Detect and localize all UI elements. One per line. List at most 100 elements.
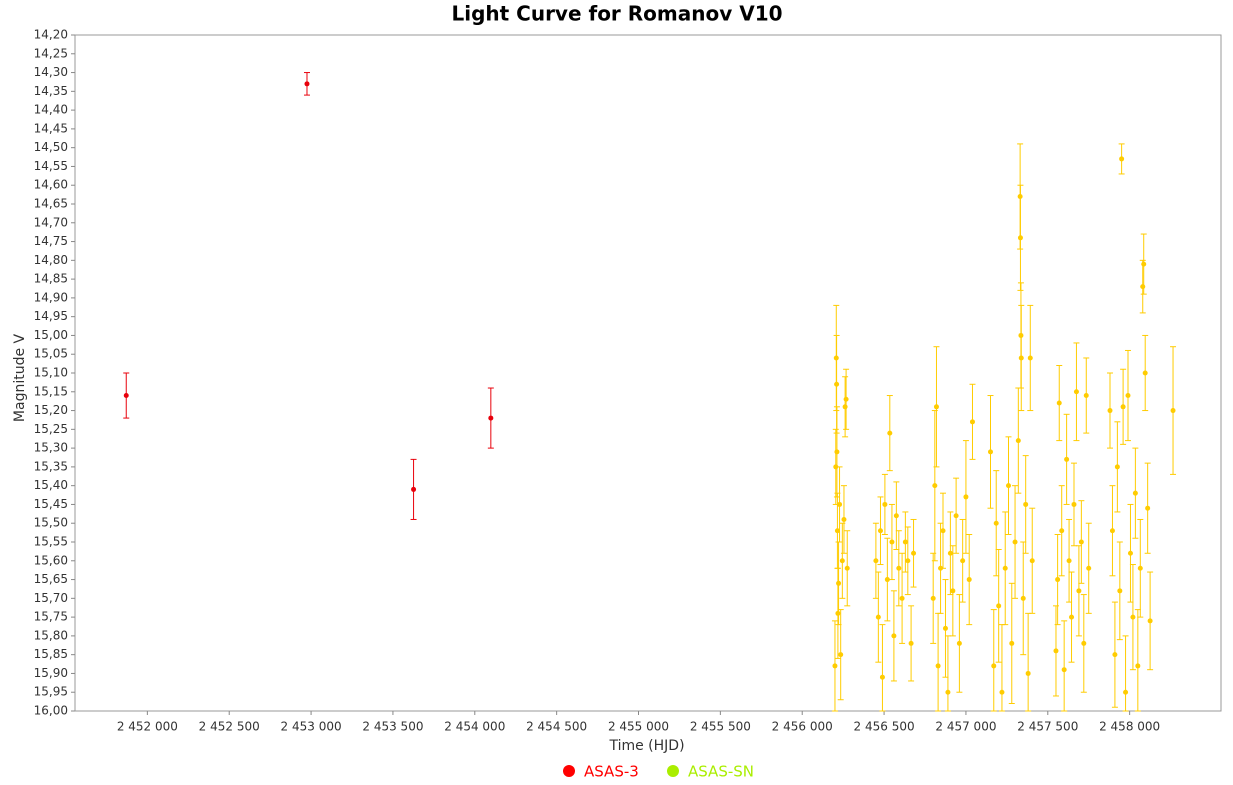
data-point [1020,595,1026,601]
data-point [933,404,939,410]
data-point [1056,400,1062,406]
y-tick-label: 15,20 [34,403,68,417]
data-point [887,430,893,436]
y-tick-label: 15,35 [34,459,68,473]
y-tick-label: 15,05 [34,347,68,361]
data-point [1112,652,1118,658]
data-point [1170,408,1176,414]
error-bar [1061,620,1068,712]
data-point [882,501,888,507]
y-tick-label: 15,55 [34,535,68,549]
y-tick-label: 15,65 [34,572,68,586]
data-point [832,663,838,669]
data-point [884,577,890,583]
x-tick-label: 2 457 500 [1017,720,1078,734]
data-point [837,501,843,507]
y-tick-label: 14,90 [34,290,68,304]
y-tick-label: 14,30 [34,65,68,79]
data-point [1069,614,1075,620]
data-point [834,381,840,387]
data-point [1114,464,1120,470]
data-point [879,674,885,680]
y-tick-label: 14,95 [34,309,68,323]
data-point [893,513,899,519]
chart-title: Light Curve for Romanov V10 [451,2,782,26]
x-tick-label: 2 454 000 [444,720,505,734]
y-tick-label: 15,90 [34,666,68,680]
x-tick-label: 2 457 000 [935,720,996,734]
data-point [835,610,841,616]
y-tick-label: 15,25 [34,422,68,436]
data-point [1012,539,1018,545]
data-point [1017,235,1023,241]
data-point [877,528,883,534]
data-point [947,550,953,556]
data-point [1145,505,1151,511]
data-point [1018,355,1024,361]
data-point [488,415,494,421]
data-point [905,558,911,564]
data-point [1142,370,1148,376]
data-point [873,558,879,564]
x-tick-label: 2 452 500 [199,720,260,734]
data-point [889,539,895,545]
data-point [902,539,908,545]
data-point [844,565,850,571]
legend-label: ASAS-SN [688,763,754,781]
y-tick-label: 16,00 [34,704,68,718]
data-point [942,625,948,631]
y-tick-label: 15,70 [34,591,68,605]
data-point [1076,588,1082,594]
data-point [935,663,941,669]
data-point [834,449,840,455]
x-tick-label: 2 458 000 [1099,720,1160,734]
x-tick-label: 2 456 000 [772,720,833,734]
data-point [1023,501,1029,507]
error-bar [879,624,886,712]
y-axis-label: Magnitude V [12,333,28,422]
y-tick-label: 14,25 [34,46,68,60]
data-point [1009,640,1015,646]
data-point [841,516,847,522]
data-point [999,689,1005,695]
data-point [1109,528,1115,534]
data-point [836,580,842,586]
data-point [991,663,997,669]
data-point [1078,539,1084,545]
data-point [1107,408,1113,414]
data-point [839,558,845,564]
y-tick-label: 15,15 [34,384,68,398]
data-point [1059,528,1065,534]
data-point [1061,667,1067,673]
y-tick-label: 15,40 [34,478,68,492]
legend-marker [563,765,575,777]
data-point [1055,577,1061,583]
legend-label: ASAS-3 [584,763,639,781]
data-point [891,633,897,639]
data-point [1064,456,1070,462]
y-tick-label: 14,85 [34,272,68,286]
data-point [1120,404,1126,410]
data-point [1135,663,1141,669]
x-tick-label: 2 452 000 [117,720,178,734]
x-tick-label: 2 454 500 [526,720,587,734]
data-point [963,494,969,500]
y-tick-label: 14,75 [34,234,68,248]
data-point [1123,689,1129,695]
y-tick-label: 14,50 [34,140,68,154]
x-tick-label: 2 455 500 [690,720,751,734]
error-bar [990,609,997,712]
data-point [896,565,902,571]
y-tick-label: 14,45 [34,121,68,135]
data-point [950,588,956,594]
data-point [842,404,848,410]
data-point [908,640,914,646]
data-point [993,520,999,526]
data-point [956,640,962,646]
x-tick-label: 2 455 000 [608,720,669,734]
data-point [966,577,972,583]
plot-area [74,34,1222,712]
data-point [1127,550,1133,556]
y-tick-label: 15,95 [34,685,68,699]
